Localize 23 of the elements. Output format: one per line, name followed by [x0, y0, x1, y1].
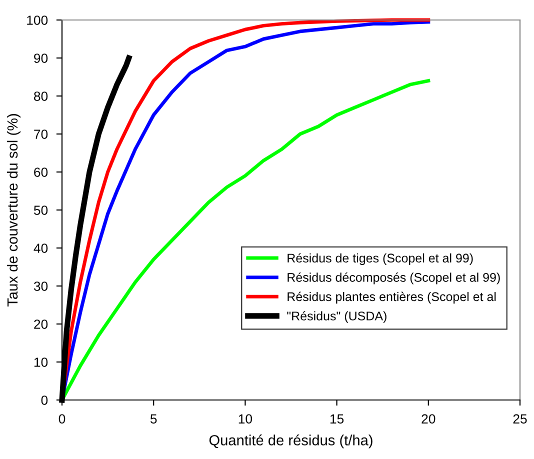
y-tick-label: 20: [34, 320, 48, 329]
y-tick-label: 40: [34, 244, 48, 253]
legend-label: "Résidus" (USDA): [287, 311, 386, 323]
x-axis-title: Quantité de résidus (t/ha): [209, 434, 372, 448]
x-tick-label: 25: [513, 414, 527, 424]
x-tick-label: 10: [238, 414, 252, 424]
x-tick-label: 20: [422, 414, 436, 424]
x-tick-label: 5: [150, 414, 157, 424]
legend-label: Résidus décomposés (Scopel et al 99): [288, 272, 500, 284]
y-tick-label: 100: [27, 16, 48, 25]
y-tick-label: 70: [34, 130, 48, 139]
x-tick-label: 15: [330, 414, 344, 424]
y-tick-label: 10: [34, 358, 48, 367]
y-tick-label: 50: [34, 206, 48, 215]
y-axis-title: Taux de couverture du sol (%): [6, 114, 21, 307]
y-tick-label: 60: [34, 168, 48, 177]
y-tick-label: 0: [41, 396, 48, 405]
y-tick-label: 80: [34, 92, 48, 101]
x-tick-label: 0: [58, 414, 66, 424]
legend-label: Résidus plantes entières (Scopel et al: [288, 292, 496, 304]
y-tick-label: 30: [34, 282, 48, 291]
y-tick-label: 90: [34, 54, 48, 63]
legend-label: Résidus de tiges (Scopel et al 99): [288, 253, 473, 266]
